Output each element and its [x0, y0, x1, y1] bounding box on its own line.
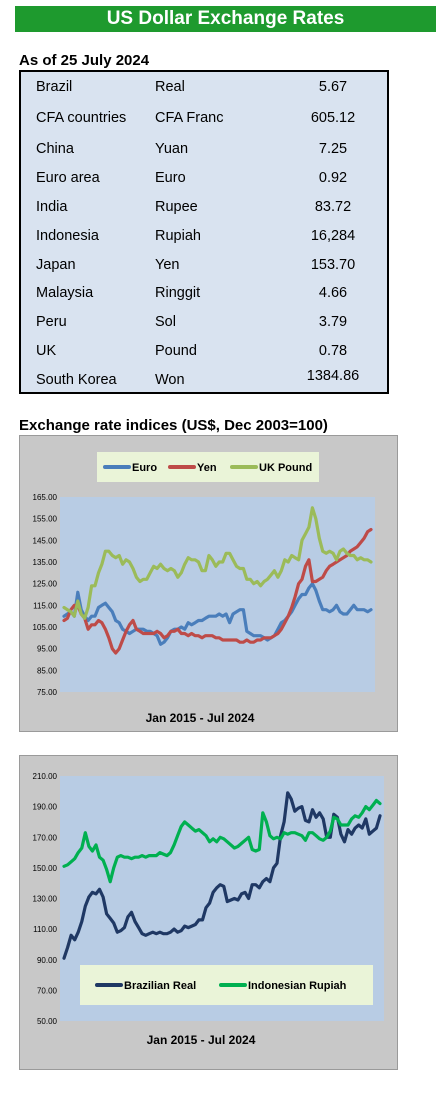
- y-tick-label: 105.00: [33, 623, 58, 632]
- series-line-yen: [62, 527, 373, 655]
- y-tick-label: 170.00: [33, 833, 58, 842]
- rate-cell: 16,284: [310, 228, 356, 244]
- chart-panel-euro-yen-pound: 165.00 155.00 145.00 135.00 125.00 115.00 105.…: [19, 435, 398, 732]
- legend-label: Brazilian Real: [124, 980, 196, 992]
- y-tick-label: 155.00: [33, 515, 58, 524]
- currency-cell: Sol: [155, 314, 176, 330]
- table-row: China Yuan 7.25: [21, 141, 387, 165]
- y-tick-label: 125.00: [33, 580, 58, 589]
- y-tick-label: 50.00: [37, 1017, 58, 1026]
- currency-cell: CFA Franc: [155, 110, 224, 126]
- table-row: Euro area Euro 0.92: [21, 170, 387, 194]
- table-row: South Korea Won 1384.86: [21, 368, 387, 396]
- series-line-euro: [62, 582, 373, 646]
- table-row: Peru Sol 3.79: [21, 314, 387, 338]
- rates-table: Brazil Real 5.67 CFA countries CFA Franc 605…: [19, 70, 389, 394]
- y-tick-label: 75.00: [37, 688, 58, 697]
- table-row: CFA countries CFA Franc 605.12: [21, 110, 387, 134]
- rate-cell: 1384.86: [306, 368, 360, 384]
- legend-label: UK Pound: [259, 462, 312, 474]
- y-tick-label: 135.00: [33, 558, 58, 567]
- chart-panel-real-rupiah: 210.00 190.00 170.00 150.00 130.00 110.00 90.0…: [19, 755, 398, 1070]
- series-line-indonesian-rupiah: [62, 798, 382, 884]
- currency-cell: Pound: [155, 343, 197, 359]
- y-tick-label: 165.00: [33, 493, 58, 502]
- as-of-date: As of 25 July 2024: [19, 52, 150, 69]
- currency-cell: Yuan: [155, 141, 189, 157]
- country-cell: South Korea: [36, 372, 117, 388]
- currency-cell: Won: [155, 372, 185, 388]
- fx-index-chart-1: 165.00 155.00 145.00 135.00 125.00 115.00 105.…: [33, 452, 375, 725]
- y-tick-label: 70.00: [37, 986, 58, 995]
- currency-cell: Rupee: [155, 199, 198, 215]
- rate-cell: 0.78: [318, 343, 348, 359]
- table-row: Malaysia Ringgit 4.66: [21, 285, 387, 309]
- indices-title: Exchange rate indices (US$, Dec 2003=100…: [19, 417, 328, 434]
- series-line-uk-pound: [62, 506, 373, 620]
- rate-cell: 3.79: [318, 314, 348, 330]
- y-tick-label: 110.00: [33, 925, 57, 934]
- table-row: Brazil Real 5.67: [21, 79, 387, 103]
- fx-index-chart-2: 210.00 190.00 170.00 150.00 130.00 110.00 90.0…: [33, 772, 384, 1047]
- legend-label: Yen: [197, 462, 217, 474]
- legend-box: [97, 452, 319, 482]
- country-cell: Malaysia: [36, 285, 94, 301]
- country-cell: China: [36, 141, 74, 157]
- currency-cell: Real: [155, 79, 185, 95]
- y-tick-label: 145.00: [33, 536, 58, 545]
- plot-area: [60, 497, 375, 692]
- y-tick-label: 115.00: [33, 601, 57, 610]
- currency-cell: Ringgit: [155, 285, 201, 301]
- currency-cell: Rupiah: [155, 228, 201, 244]
- rate-cell: 83.72: [314, 199, 352, 215]
- currency-cell: Yen: [155, 257, 180, 273]
- rate-cell: 5.67: [318, 79, 348, 95]
- country-cell: CFA countries: [36, 110, 127, 126]
- legend-label: Euro: [132, 462, 157, 474]
- country-cell: Japan: [36, 257, 76, 273]
- country-cell: Brazil: [36, 79, 73, 95]
- page-title: US Dollar Exchange Rates: [15, 6, 436, 32]
- rate-cell: 4.66: [318, 285, 348, 301]
- legend-label: Indonesian Rupiah: [248, 980, 347, 992]
- y-tick-label: 210.00: [33, 772, 58, 781]
- y-tick-label: 85.00: [37, 666, 58, 675]
- x-axis-label: Jan 2015 - Jul 2024: [147, 1033, 256, 1047]
- rate-cell: 605.12: [310, 110, 356, 126]
- y-tick-label: 190.00: [33, 803, 58, 812]
- table-row: UK Pound 0.78: [21, 343, 387, 367]
- y-tick-label: 90.00: [37, 956, 58, 965]
- country-cell: Indonesia: [36, 228, 99, 244]
- table-row: Indonesia Rupiah 16,284: [21, 228, 387, 252]
- rate-cell: 0.92: [318, 170, 348, 186]
- y-tick-label: 130.00: [33, 895, 58, 904]
- x-axis-label: Jan 2015 - Jul 2024: [146, 711, 255, 725]
- country-cell: Peru: [36, 314, 67, 330]
- country-cell: India: [36, 199, 68, 215]
- rate-cell: 153.70: [310, 257, 356, 273]
- table-row: India Rupee 83.72: [21, 199, 387, 223]
- country-cell: UK: [36, 343, 57, 359]
- currency-cell: Euro: [155, 170, 186, 186]
- table-row: Japan Yen 153.70: [21, 257, 387, 281]
- y-tick-label: 95.00: [37, 645, 58, 654]
- y-tick-label: 150.00: [33, 864, 58, 873]
- rate-cell: 7.25: [318, 141, 348, 157]
- country-cell: Euro area: [36, 170, 100, 186]
